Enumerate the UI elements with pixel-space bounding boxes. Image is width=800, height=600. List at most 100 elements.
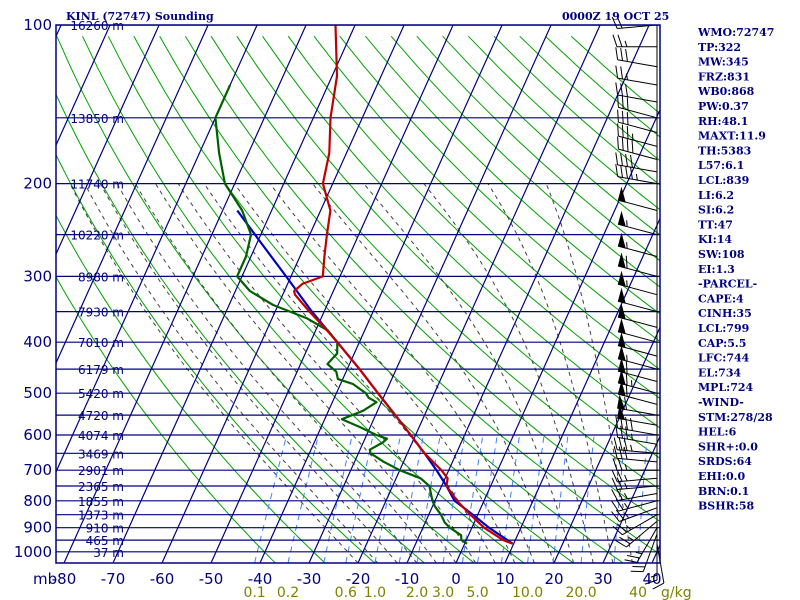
index-value: L57:6.1 — [698, 159, 744, 172]
dry-adiabat-line — [210, 35, 660, 491]
wind-barb — [610, 499, 658, 512]
height-label: 910 m — [86, 522, 124, 536]
index-value: WMO:72747 — [697, 26, 774, 39]
index-value: CINH:35 — [698, 307, 752, 320]
pressure-tick-label: 800 — [23, 492, 52, 510]
index-value: -PARCEL- — [698, 278, 757, 291]
index-value: MAXT:11.9 — [698, 130, 766, 143]
moist-adiabat-line — [134, 183, 437, 563]
mixing-ratio-line — [374, 434, 402, 563]
grid-lines — [0, 25, 660, 563]
wind-barb — [615, 520, 658, 548]
dry-adiabat-line — [390, 35, 660, 288]
temperature-tick-label: -60 — [150, 570, 175, 588]
mixing-ratio-line — [500, 434, 521, 563]
temperature-tick-label: -30 — [297, 570, 322, 588]
moist-adiabat-line — [545, 183, 633, 563]
wind-barb — [615, 65, 658, 86]
mixing-ratio-line — [461, 434, 484, 563]
wind-barb — [611, 469, 658, 483]
height-label: 3469 m — [78, 447, 124, 461]
index-value: HEL:6 — [698, 426, 737, 439]
isotherm-line — [0, 25, 12, 563]
mixing-ratio-line — [416, 434, 441, 563]
dry-adiabat-line — [56, 275, 276, 563]
station-title: KINL (72747) Sounding — [66, 10, 214, 23]
mixing-ratio-line — [323, 434, 353, 563]
wind-barb — [617, 252, 658, 277]
wind-barb — [615, 152, 658, 173]
sounding-traces — [214, 25, 514, 545]
pressure-tick-label: 900 — [23, 519, 52, 537]
dry-adiabat-line — [313, 35, 660, 371]
index-value: LCL:839 — [698, 174, 749, 187]
wind-barb — [617, 318, 658, 343]
isotherm-line — [308, 25, 552, 563]
index-value: TP:322 — [698, 41, 741, 54]
wind-barb — [612, 514, 658, 536]
isotherm-line — [602, 434, 660, 563]
height-label: 4720 m — [78, 409, 124, 423]
wind-barb — [617, 136, 658, 160]
temperature-tick-label: -40 — [248, 570, 273, 588]
temperature-tick-label: -70 — [101, 570, 126, 588]
temperature-tick-label: 0 — [451, 570, 461, 588]
wind-barb — [617, 270, 658, 296]
pressure-tick-label: 400 — [23, 333, 52, 351]
wind-barb — [611, 507, 658, 522]
wind-barb — [612, 34, 657, 48]
height-label: 13850 m — [70, 112, 124, 126]
isotherm-line — [161, 25, 405, 563]
isotherm-line — [63, 25, 307, 563]
wind-barb — [617, 394, 658, 416]
pressure-tick-label: 500 — [23, 384, 52, 402]
index-value: EL:734 — [698, 366, 741, 379]
mixing-ratio-line — [287, 434, 319, 563]
height-label: 465 m — [86, 534, 124, 548]
mixing-ratio-label: 40 — [629, 585, 647, 600]
dry-adiabat-line — [133, 35, 624, 563]
height-label: 1855 m — [78, 495, 124, 509]
index-value: SI:6.2 — [698, 204, 734, 217]
wind-barb — [617, 186, 658, 211]
pressure-tick-label: 100 — [23, 16, 52, 34]
mixing-ratio-label: 0.1 — [243, 585, 265, 600]
mixing-ratio-line — [580, 434, 595, 563]
dry-adiabat-line — [339, 35, 660, 343]
mixing-ratio-line — [398, 434, 424, 563]
index-value: STM:278/28 — [698, 411, 773, 424]
wind-barb — [615, 82, 658, 103]
mixing-ratio-label: 1.0 — [364, 585, 386, 600]
wind-barb — [630, 533, 658, 573]
index-value: WB0:868 — [697, 85, 755, 98]
moist-adiabat-line — [487, 183, 614, 563]
mixing-ratio-label: 0.6 — [335, 585, 357, 600]
dry-adiabat-line — [184, 35, 660, 523]
index-value: TT:47 — [698, 218, 733, 231]
sounding-time: 0000Z 19 OCT 25 — [562, 10, 669, 23]
height-label: 1373 m — [78, 509, 124, 523]
wind-barb — [617, 210, 658, 236]
index-value: -WIND- — [698, 396, 744, 409]
index-value: KI:14 — [698, 233, 732, 246]
dry-adiabat-line — [287, 35, 660, 400]
mixing-ratio-line — [637, 434, 648, 563]
wind-barb — [624, 527, 658, 563]
wind-barb — [617, 357, 658, 382]
isotherm-line — [56, 25, 209, 365]
dry-adiabat-line — [365, 35, 660, 315]
index-value: RH:48.1 — [698, 115, 748, 128]
height-label: 4074 m — [78, 429, 124, 443]
index-value: SRDS:64 — [698, 455, 752, 468]
temperature-tick-label: -50 — [199, 570, 224, 588]
wind-barb — [615, 164, 658, 185]
pressure-tick-label: 600 — [23, 426, 52, 444]
pressure-tick-label: 300 — [23, 267, 52, 285]
wind-barb — [617, 345, 658, 370]
wind-barb — [611, 488, 658, 501]
wind-barb — [617, 232, 658, 257]
wind-barb — [617, 303, 658, 328]
